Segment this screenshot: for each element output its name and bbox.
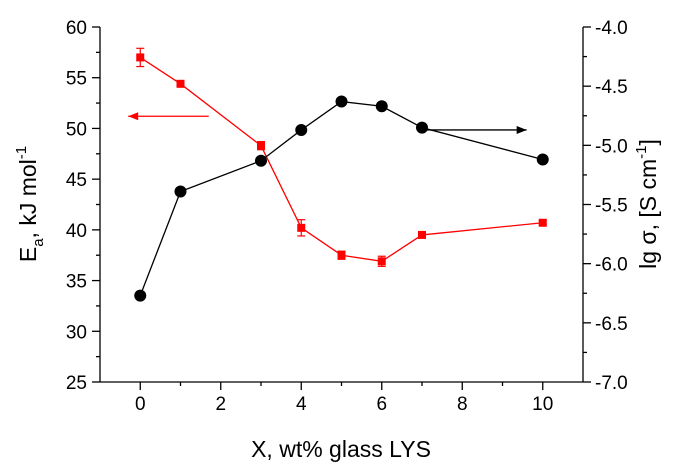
- conductivity-series: [134, 95, 549, 302]
- right-axis-title-main: lg σ, [S cm: [635, 159, 661, 269]
- x-tick-label: 0: [135, 394, 146, 415]
- right-axis-title-rest: ]: [635, 139, 661, 145]
- activation-energy-series: [128, 47, 547, 267]
- data-point-circle: [174, 185, 187, 198]
- data-point-square: [136, 53, 145, 62]
- right-axis-ticks: -7.0 -6.5 -6.0 -5.5 -5.0 -4.5 -4.0: [583, 18, 628, 394]
- series-line: [139, 100, 543, 296]
- data-point-square: [337, 251, 346, 260]
- left-tick-label: 35: [66, 272, 87, 293]
- data-point-circle: [375, 100, 388, 113]
- data-point-square: [538, 218, 547, 227]
- data-point-square: [297, 223, 306, 232]
- left-axis-title: Ea, kJ mol-1: [13, 146, 47, 262]
- left-tick-label: 50: [66, 119, 87, 140]
- left-axis-title-sup: -1: [13, 146, 30, 159]
- right-tick-label: -5.5: [595, 196, 628, 217]
- data-point-square: [418, 230, 426, 239]
- data-point-circle: [335, 95, 348, 108]
- data-point-square: [377, 257, 386, 266]
- axis-indicator-arrowhead: [516, 125, 527, 134]
- series-layer: [128, 47, 549, 302]
- x-tick-label: 2: [215, 394, 226, 415]
- left-axis-ticks: 25 30 35 40 45 50 55 60: [66, 18, 100, 394]
- right-tick-label: -6.5: [595, 314, 628, 335]
- data-point-circle: [536, 153, 549, 166]
- right-tick-label: -7.0: [595, 373, 628, 394]
- left-axis-title-sub: a: [30, 238, 47, 247]
- right-axis-title-sup: -1: [633, 145, 650, 158]
- left-axis-title-rest: , kJ mol: [15, 159, 41, 238]
- x-tick-label: 6: [376, 394, 387, 415]
- x-axis-title: X, wt% glass LYS: [251, 436, 431, 462]
- left-tick-label: 25: [66, 373, 87, 394]
- right-tick-label: -5.0: [595, 136, 628, 157]
- data-point-square: [176, 79, 185, 88]
- left-tick-label: 55: [66, 69, 87, 90]
- x-tick-label: 8: [457, 394, 468, 415]
- x-tick-label: 4: [296, 394, 307, 415]
- x-tick-label: 10: [532, 394, 553, 415]
- right-tick-label: -4.5: [595, 77, 628, 98]
- data-point-circle: [295, 123, 308, 136]
- right-axis-title: lg σ, [S cm-1]: [633, 139, 661, 269]
- data-point-circle: [134, 289, 147, 302]
- data-point-square: [257, 141, 265, 150]
- data-point-circle: [255, 154, 267, 167]
- series-line: [139, 56, 543, 262]
- left-tick-label: 30: [66, 322, 87, 343]
- left-tick-label: 45: [66, 170, 87, 191]
- left-tick-label: 40: [66, 221, 87, 242]
- data-point-circle: [416, 121, 428, 134]
- right-tick-label: -6.0: [595, 255, 628, 276]
- axis-indicator-arrowhead: [128, 112, 139, 121]
- plot-frame: [99, 27, 584, 383]
- left-axis-title-main: E: [15, 247, 41, 262]
- x-axis-ticks: 0 2 4 6 8 10: [135, 382, 553, 415]
- right-tick-label: -4.0: [595, 18, 628, 39]
- left-tick-label: 60: [66, 18, 87, 39]
